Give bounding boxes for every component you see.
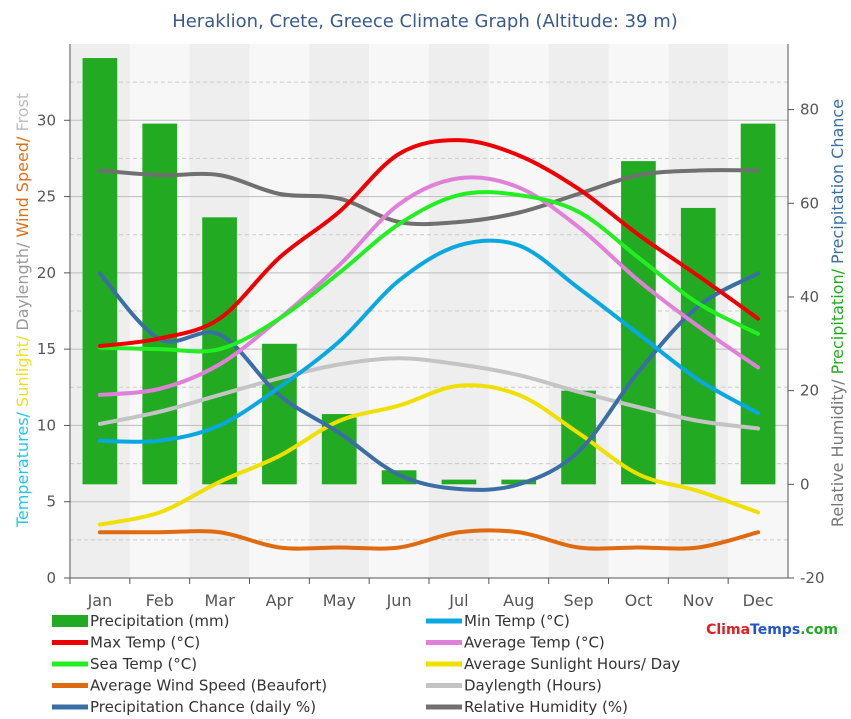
month-band [249, 44, 310, 578]
watermark-part: Clima [706, 622, 750, 638]
series-line-min-temp-c [97, 238, 761, 444]
legend: Precipitation (mm) Min Temp (°C) Max Temp … [52, 612, 680, 716]
axis-label-part: / [13, 237, 32, 247]
x-tick-label: Mar [204, 591, 235, 610]
series-lines [97, 138, 761, 551]
axis-label-part: Frost [13, 93, 32, 132]
watermark-part: Temps [750, 622, 800, 638]
right-tick-label: 40 [800, 288, 819, 306]
left-tick-label: 20 [37, 264, 56, 282]
right-tick-label: -20 [800, 569, 825, 587]
left-tick-label: 15 [37, 340, 56, 358]
legend-label: Daylength (Hours) [464, 677, 602, 695]
right-axis-label: Relative Humidity/ Precipitation/ Precip… [828, 99, 847, 527]
series-line-daylength-hours [97, 356, 761, 431]
axes: 0 5 10 15 20 25 30 -20 0 20 40 60 80 Jan Feb Mar Apr May J… [37, 44, 825, 610]
right-tick-label: 0 [800, 475, 810, 493]
axis-label-part: Wind Speed [13, 142, 32, 237]
series-line-precipitation-chance-daily [97, 271, 761, 492]
precipitation-bar [82, 58, 118, 485]
watermark-part: .com [800, 622, 838, 638]
series-line-average-temp-c [97, 175, 761, 397]
x-tick-label: Nov [683, 591, 714, 610]
legend-label: Sea Temp (°C) [90, 655, 197, 673]
axis-label-part: Relative Humidity [828, 385, 847, 527]
precipitation-bars [82, 58, 776, 485]
axis-label-part: Daylength [13, 248, 32, 331]
legend-label: Relative Humidity (%) [464, 698, 628, 716]
x-tick-label: Sep [564, 591, 594, 610]
legend-label: Precipitation (mm) [90, 612, 229, 630]
axis-label-part: Precipitation [828, 274, 847, 374]
legend-label: Average Sunlight Hours/ Day [464, 655, 680, 673]
legend-label: Max Temp (°C) [90, 634, 200, 652]
axis-label-part: / [828, 264, 847, 274]
precipitation-bar [501, 479, 537, 485]
axis-label-part: / [13, 132, 32, 142]
precipitation-bar [142, 123, 178, 485]
axis-label-part: Temperatures [13, 417, 32, 528]
legend-label: Average Wind Speed (Beaufort) [90, 677, 327, 695]
grid [70, 81, 788, 579]
brand-watermark: ClimaTemps.com [706, 622, 838, 638]
legend-label: Min Temp (°C) [464, 612, 570, 630]
left-tick-label: 5 [46, 493, 56, 511]
x-tick-label: Oct [625, 591, 653, 610]
left-tick-label: 30 [37, 111, 56, 129]
x-tick-label: Aug [503, 591, 534, 610]
axis-label-part: / [828, 374, 847, 384]
precipitation-bar [740, 123, 776, 485]
series-line-average-wind-speed-beaufort [97, 528, 761, 551]
x-tick-label: Dec [743, 591, 774, 610]
x-tick-label: Jan [87, 591, 113, 610]
left-tick-label: 10 [37, 416, 56, 434]
legend-swatch [52, 615, 88, 627]
left-tick-label: 0 [46, 569, 56, 587]
right-tick-label: 80 [800, 101, 819, 119]
precipitation-bar [441, 479, 477, 485]
left-tick-label: 25 [37, 188, 56, 206]
legend-label: Average Temp (°C) [464, 634, 605, 652]
axis-label-part: / [13, 407, 32, 417]
precipitation-bar [381, 470, 417, 485]
x-tick-label: Feb [146, 591, 174, 610]
series-line-sea-temp-c [97, 190, 761, 354]
series-line-average-sunlight-hours-day [97, 383, 761, 527]
series-line-max-temp-c [97, 138, 761, 349]
axis-label-part: Precipitation Chance [828, 99, 847, 264]
precipitation-bar [680, 207, 716, 485]
month-band [548, 44, 609, 578]
axis-label-part: Sunlight [13, 341, 32, 407]
left-axis-label: Temperatures/ Sunlight/ Daylength/ Wind … [13, 93, 32, 528]
right-tick-label: 20 [800, 382, 819, 400]
legend-label: Precipitation Chance (daily %) [90, 698, 316, 716]
x-tick-label: May [323, 591, 356, 610]
series-line-relative-humidity [97, 168, 761, 227]
chart-title: Heraklion, Crete, Greece Climate Graph (… [172, 11, 678, 32]
x-tick-label: Jul [448, 591, 468, 610]
axis-label-part: / [13, 331, 32, 341]
right-tick-label: 60 [800, 194, 819, 212]
x-tick-label: Apr [266, 591, 294, 610]
x-tick-label: Jun [386, 591, 412, 610]
